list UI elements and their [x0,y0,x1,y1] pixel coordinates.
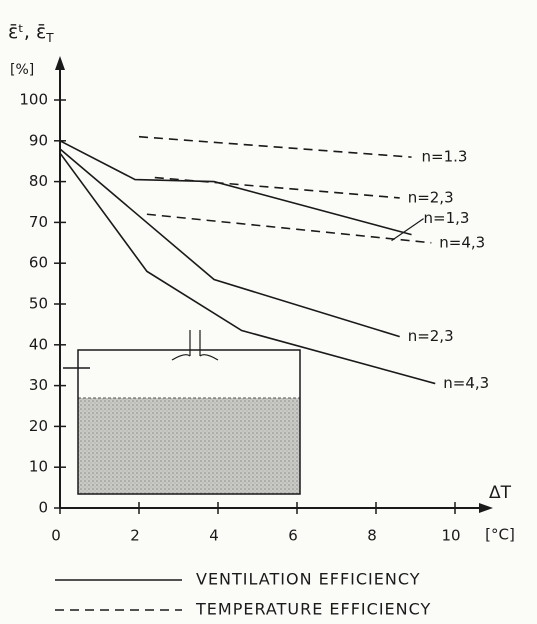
y-tick-label: 50 [29,295,48,313]
series-label: n=4,3 [439,233,485,251]
x-axis-unit: [°C] [485,526,515,544]
y-tick-label: 60 [29,254,48,272]
series-line [59,140,412,236]
y-tick-label: 10 [29,458,48,476]
y-tick-label: 100 [19,91,48,109]
series-line [59,148,400,338]
y-label-main: ε̄ᵗ, ε̄ [8,21,46,43]
x-tick-label: 2 [130,527,140,545]
series-label: n=2,3 [408,188,454,206]
series-line [59,152,436,385]
x-axis-arrow [479,503,493,513]
x-tick-label: 8 [367,527,377,545]
series-label: n=1.3 [422,148,468,166]
series-label: n=2,3 [408,327,454,345]
series-label: n=4,3 [443,374,489,392]
y-tick-label: 20 [29,417,48,435]
x-axis-label: ΔT [489,483,512,503]
y-axis-label: ε̄ᵗ, ε̄T [8,21,54,45]
series-line [146,213,432,244]
y-tick-label: 30 [29,376,48,394]
y-tick-label: 0 [38,499,48,517]
y-tick-label: 40 [29,335,48,353]
y-label-sub: T [45,31,54,45]
y-tick-label: 70 [29,213,48,231]
y-axis-unit: [%] [10,62,34,78]
label-leader [391,218,424,242]
x-tick-label: 0 [51,527,61,545]
y-tick-label: 80 [29,172,48,190]
x-tick-label: 6 [288,527,298,545]
legend-label: VENTILATION EFFICIENCY [196,570,421,589]
x-tick-label: 4 [209,527,219,545]
y-axis-arrow [55,56,65,70]
series-line [154,176,400,199]
inset-diagram [63,330,301,495]
y-tick-label: 90 [29,131,48,149]
legend-label: TEMPERATURE EFFICIENCY [195,600,431,619]
series-label: n=1,3 [424,209,470,227]
x-tick-label: 10 [441,527,460,545]
series-line [138,135,412,158]
